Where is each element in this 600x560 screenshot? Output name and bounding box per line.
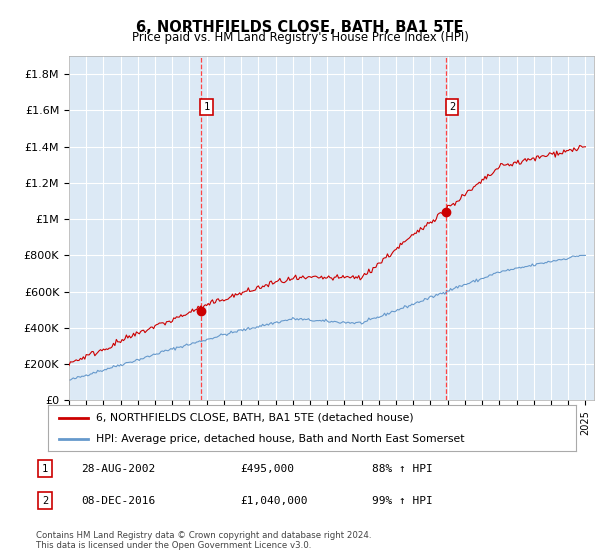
Text: 1: 1	[42, 464, 48, 474]
Text: 99% ↑ HPI: 99% ↑ HPI	[372, 496, 433, 506]
Text: 2: 2	[449, 102, 455, 112]
Text: Price paid vs. HM Land Registry's House Price Index (HPI): Price paid vs. HM Land Registry's House …	[131, 31, 469, 44]
Text: 2: 2	[42, 496, 48, 506]
Text: 6, NORTHFIELDS CLOSE, BATH, BA1 5TE: 6, NORTHFIELDS CLOSE, BATH, BA1 5TE	[136, 20, 464, 35]
Text: 6, NORTHFIELDS CLOSE, BATH, BA1 5TE (detached house): 6, NORTHFIELDS CLOSE, BATH, BA1 5TE (det…	[95, 413, 413, 423]
Text: 88% ↑ HPI: 88% ↑ HPI	[372, 464, 433, 474]
Text: £495,000: £495,000	[240, 464, 294, 474]
Text: 28-AUG-2002: 28-AUG-2002	[81, 464, 155, 474]
Text: £1,040,000: £1,040,000	[240, 496, 308, 506]
Text: 1: 1	[203, 102, 209, 112]
Text: Contains HM Land Registry data © Crown copyright and database right 2024.
This d: Contains HM Land Registry data © Crown c…	[36, 530, 371, 550]
Text: 08-DEC-2016: 08-DEC-2016	[81, 496, 155, 506]
Text: HPI: Average price, detached house, Bath and North East Somerset: HPI: Average price, detached house, Bath…	[95, 435, 464, 444]
